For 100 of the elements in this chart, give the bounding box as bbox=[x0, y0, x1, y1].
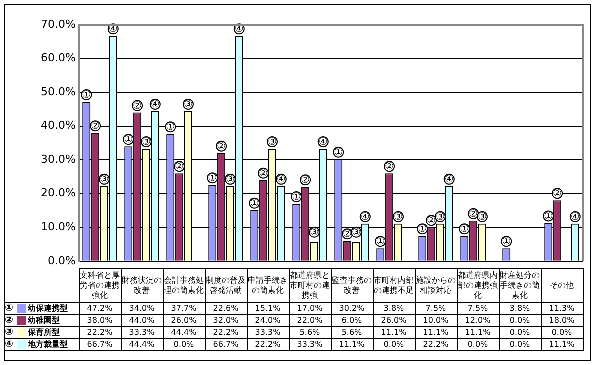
text: ③ bbox=[5, 326, 14, 338]
text: ③ bbox=[268, 137, 277, 148]
text: ② bbox=[427, 216, 436, 227]
data-label: 22.2% bbox=[79, 326, 121, 338]
x-tick-label: 施設からの相談対応 bbox=[415, 268, 457, 302]
text: ① bbox=[418, 224, 428, 236]
data-label: 11.1% bbox=[541, 338, 583, 350]
data-label: 37.7% bbox=[163, 302, 205, 314]
text: ② bbox=[5, 314, 14, 326]
data-label: 0.0% bbox=[499, 338, 541, 350]
annotation: ③ bbox=[100, 174, 109, 186]
data-label: 22.2% bbox=[415, 338, 457, 350]
x-tick-label: 都道府県と市町村の連携強 bbox=[289, 268, 331, 302]
text: ① bbox=[292, 192, 302, 204]
text: ④ bbox=[5, 338, 14, 350]
data-label: 7.5% bbox=[457, 302, 499, 314]
data-label: 22.2% bbox=[247, 338, 289, 350]
data-label: 11.1% bbox=[457, 326, 499, 338]
text: ② bbox=[343, 229, 352, 240]
legend-label: 地方裁量型 bbox=[28, 340, 68, 348]
data-label: 18.0% bbox=[541, 314, 583, 326]
x-tick-label: 市町村内部の連携不足 bbox=[373, 268, 415, 302]
text: ② bbox=[259, 168, 268, 180]
text: ③ bbox=[352, 227, 361, 238]
text: ④ bbox=[360, 212, 370, 224]
text: ② bbox=[469, 208, 478, 220]
y-tick-label: 40.0% bbox=[41, 119, 76, 132]
data-label: 15.1% bbox=[247, 302, 289, 314]
text: ③ bbox=[142, 137, 151, 148]
x-tick-label: 都道府県内部の連携強化 bbox=[457, 268, 499, 302]
text: ④ bbox=[318, 137, 328, 148]
annotation: ① bbox=[82, 90, 92, 102]
data-label: 17.0% bbox=[289, 302, 331, 314]
data-label: 3.8% bbox=[373, 302, 415, 314]
data-label: 11.1% bbox=[373, 326, 415, 338]
x-tick-label: 監査事務の改善 bbox=[331, 268, 373, 302]
text: ④ bbox=[150, 100, 160, 111]
y-tick-label: 0.0% bbox=[48, 254, 76, 268]
text: ③ bbox=[478, 212, 487, 224]
text: ① bbox=[166, 122, 176, 134]
text: ③ bbox=[394, 212, 403, 224]
y-tick-label: 70.0% bbox=[41, 18, 76, 31]
data-label: 32.0% bbox=[205, 314, 247, 326]
text: ④ bbox=[570, 212, 580, 224]
x-tick-label: 会計事務処理の簡素化 bbox=[163, 268, 205, 302]
text: ③ bbox=[310, 227, 319, 238]
text: ② bbox=[175, 162, 184, 173]
text: ④ bbox=[444, 174, 454, 186]
x-tick-label: 文科省と厚労省の連携強化 bbox=[79, 268, 121, 302]
x-tick-label: その他 bbox=[541, 268, 583, 302]
data-label: 5.6% bbox=[331, 326, 373, 338]
x-tick-label: 財産処分の手続きの簡素化 bbox=[499, 268, 541, 302]
text: ① bbox=[502, 236, 512, 248]
data-label: 0.0% bbox=[499, 314, 541, 326]
data-label: 0.0% bbox=[163, 338, 205, 350]
data-label: 22.2% bbox=[205, 326, 247, 338]
text: ① bbox=[544, 211, 554, 222]
data-label: 3.8% bbox=[499, 302, 541, 314]
x-tick-label: 財務状況の改善 bbox=[121, 268, 163, 302]
x-tick-label: 制度の普及啓発活動 bbox=[205, 268, 247, 302]
data-label: 47.2% bbox=[79, 302, 121, 314]
text: ③ bbox=[184, 100, 193, 111]
y-tick-label: 10.0% bbox=[41, 220, 76, 234]
data-label: 0.0% bbox=[373, 338, 415, 350]
text: ① bbox=[124, 134, 134, 146]
text: ① bbox=[5, 302, 14, 314]
data-label: 33.3% bbox=[121, 326, 163, 338]
text: ② bbox=[133, 100, 142, 112]
data-label: 0.0% bbox=[541, 326, 583, 338]
legend-label: 幼保連携型 bbox=[28, 304, 68, 312]
data-label: 30.2% bbox=[331, 302, 373, 314]
legend-label: 幼稚園型 bbox=[28, 316, 60, 324]
text: ③ bbox=[436, 212, 445, 224]
text: ① bbox=[460, 224, 470, 236]
data-label: 0.0% bbox=[499, 326, 541, 338]
data-label: 38.0% bbox=[79, 314, 121, 326]
data-label: 12.0% bbox=[457, 314, 499, 326]
legend-label: 保育所型 bbox=[28, 328, 60, 336]
data-label: 26.0% bbox=[163, 314, 205, 326]
text: ② bbox=[385, 162, 394, 173]
data-label: 10.0% bbox=[415, 314, 457, 326]
data-label: 11.1% bbox=[415, 326, 457, 338]
data-label: 0.0% bbox=[457, 338, 499, 350]
data-label: 24.0% bbox=[247, 314, 289, 326]
data-label: 44.0% bbox=[121, 314, 163, 326]
data-label: 44.4% bbox=[121, 338, 163, 350]
data-label: 22.6% bbox=[205, 302, 247, 314]
text: ① bbox=[250, 198, 260, 210]
x-tick-label: 申請手続きの簡素化 bbox=[247, 268, 289, 302]
data-label: 5.6% bbox=[289, 326, 331, 338]
annotation: ② bbox=[91, 121, 100, 132]
text: ④ bbox=[276, 174, 286, 186]
y-tick-label: 60.0% bbox=[41, 52, 76, 65]
y-tick-label: 50.0% bbox=[41, 85, 76, 98]
data-label: 66.7% bbox=[205, 338, 247, 350]
text: ① bbox=[334, 148, 344, 159]
text: ③ bbox=[226, 174, 235, 186]
text: ① bbox=[208, 173, 218, 184]
data-label: 7.5% bbox=[415, 302, 457, 314]
text: ② bbox=[217, 141, 226, 152]
